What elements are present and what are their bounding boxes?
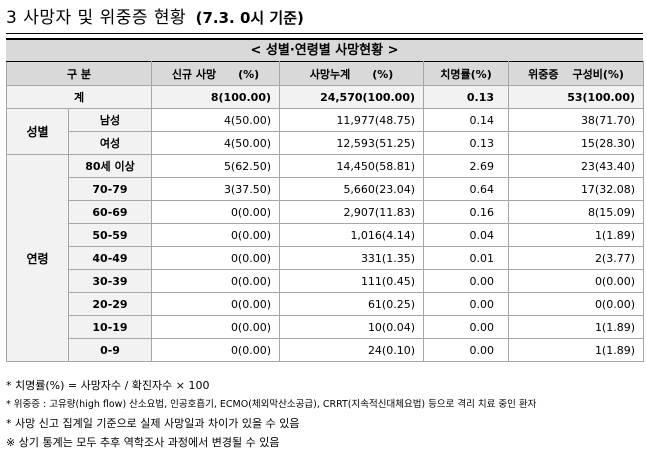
footnote-report-date: * 사망 신고 집계일 기준으로 실제 사망일과 차이가 있을 수 있음 [6, 417, 300, 430]
cell-critical: 1(1.89) [508, 223, 645, 247]
cell-new: 4(50.00) [151, 131, 281, 155]
section-heading: 3 사망자 및 위중증 현황 (7.3. 0시 기준) [6, 6, 304, 30]
cell-rate: 0.00 [423, 338, 510, 362]
table-row: 50-59 0(0.00) 1,016(4.14) 0.04 1(1.89) [7, 223, 645, 247]
table-row: 40-49 0(0.00) 331(1.35) 0.01 2(3.77) [7, 246, 645, 270]
cell-cum: 24(0.10) [279, 338, 425, 362]
row-label: 30-39 [67, 269, 153, 293]
table-row: 10-19 0(0.00) 10(0.04) 0.00 1(1.89) [7, 315, 645, 339]
cell-cum: 10(0.04) [279, 315, 425, 339]
footnote-subject-to-change: ※ 상기 통계는 모두 추후 역학조사 과정에서 변경될 수 있음 [6, 436, 280, 449]
cell-critical: 15(28.30) [508, 131, 645, 155]
age-group-label: 연령 [6, 154, 69, 362]
cell-rate: 0.16 [423, 200, 510, 224]
header-critical-label: 위중증 [528, 67, 559, 81]
cell-critical: 8(15.09) [508, 200, 645, 224]
cell-cum: 11,977(48.75) [279, 108, 425, 132]
cell-critical: 0(0.00) [508, 292, 645, 316]
row-label: 10-19 [67, 315, 153, 339]
header-cum-deaths-label: 사망누계 [309, 67, 351, 81]
cell-critical: 1(1.89) [508, 315, 645, 339]
cell-critical: 2(3.77) [508, 246, 645, 270]
total-label: 계 [5, 85, 153, 109]
header-new-deaths-label: 신규 사망 [171, 67, 217, 81]
table-row: 성별 남성 4(50.00) 11,977(48.75) 0.14 38(71.… [6, 108, 645, 155]
sex-group-label: 성별 [6, 108, 69, 155]
cell-new: 0(0.00) [151, 269, 281, 293]
cell-rate: 0.64 [423, 177, 510, 201]
header-critical-ratio: 구성비(%) [572, 67, 624, 81]
header-row: 구 분 신규 사망 (%) 사망누계 (%) 치명률(%) 위중증 구성비(%) [5, 61, 645, 86]
total-cum: 24,570(100.00) [279, 85, 425, 109]
table-title: < 성별·연령별 사망현황 > [6, 38, 643, 61]
cell-rate: 2.69 [423, 154, 510, 178]
cell-cum: 14,450(58.81) [279, 154, 425, 178]
header-fatality: 치명률(%) [423, 61, 510, 86]
cell-cum: 111(0.45) [279, 269, 425, 293]
cell-critical: 38(71.70) [508, 108, 645, 132]
cell-rate: 0.00 [423, 269, 510, 293]
cell-critical: 17(32.08) [508, 177, 645, 201]
row-label: 60-69 [67, 200, 153, 224]
row-label: 40-49 [67, 246, 153, 270]
row-label: 70-79 [67, 177, 153, 201]
footnotes: * 치명률(%) = 사망자수 / 확진자수 × 100 * 위중증 : 고유량… [6, 376, 643, 452]
table-row: 70-79 3(37.50) 5,660(23.04) 0.64 17(32.0… [7, 177, 645, 201]
cell-rate: 0.13 [423, 131, 510, 155]
header-cum-deaths: 사망누계 (%) [279, 61, 425, 86]
row-label: 여성 [67, 131, 153, 155]
cell-rate: 0.14 [423, 108, 510, 132]
row-label: 20-29 [67, 292, 153, 316]
cell-rate: 0.00 [423, 292, 510, 316]
cell-rate: 0.00 [423, 315, 510, 339]
cell-new: 0(0.00) [151, 246, 281, 270]
cell-cum: 1,016(4.14) [279, 223, 425, 247]
table-row: 0-9 0(0.00) 24(0.10) 0.00 1(1.89) [7, 338, 645, 362]
cell-new: 0(0.00) [151, 223, 281, 247]
cell-new: 5(62.50) [151, 154, 281, 178]
cell-cum: 61(0.25) [279, 292, 425, 316]
table-row: 연령 80세 이상 5(62.50) 14,450(58.81) 2.69 23… [6, 154, 645, 362]
header-gubun: 구 분 [5, 61, 153, 86]
header-new-deaths-unit: (%) [238, 67, 260, 81]
cell-new: 0(0.00) [151, 338, 281, 362]
footnote-critical: * 위중증 : 고유량(high flow) 산소요법, 인공호흡기, ECMO… [6, 399, 537, 410]
row-label: 80세 이상 [67, 154, 153, 178]
cell-rate: 0.01 [423, 246, 510, 270]
table-row: 30-39 0(0.00) 111(0.45) 0.00 0(0.00) [7, 269, 645, 293]
heading-divider [6, 33, 643, 34]
row-label: 남성 [67, 108, 153, 132]
section-title: 3 사망자 및 위중증 현황 [6, 8, 187, 28]
cell-cum: 5,660(23.04) [279, 177, 425, 201]
header-cum-deaths-unit: (%) [372, 67, 394, 81]
total-new: 8(100.00) [151, 85, 281, 109]
header-critical: 위중증 구성비(%) [508, 61, 645, 86]
cell-critical: 0(0.00) [508, 269, 645, 293]
footnote-fatality: * 치명률(%) = 사망자수 / 확진자수 × 100 [6, 379, 210, 392]
cell-rate: 0.04 [423, 223, 510, 247]
death-status-table: 구 분 신규 사망 (%) 사망누계 (%) 치명률(%) 위중증 구성비(%) 계 … [5, 61, 645, 362]
cell-cum: 331(1.35) [279, 246, 425, 270]
cell-new: 4(50.00) [151, 108, 281, 132]
table-row: 여성 4(50.00) 12,593(51.25) 0.13 15(28.30) [7, 131, 645, 155]
total-row: 계 8(100.00) 24,570(100.00) 0.13 53(100.0… [5, 85, 645, 109]
row-label: 50-59 [67, 223, 153, 247]
cell-cum: 2,907(11.83) [279, 200, 425, 224]
total-rate: 0.13 [423, 85, 510, 109]
cell-new: 0(0.00) [151, 292, 281, 316]
cell-critical: 23(43.40) [508, 154, 645, 178]
row-label: 0-9 [67, 338, 153, 362]
table-row: 60-69 0(0.00) 2,907(11.83) 0.16 8(15.09) [7, 200, 645, 224]
cell-new: 0(0.00) [151, 200, 281, 224]
cell-critical: 1(1.89) [508, 338, 645, 362]
table-row: 20-29 0(0.00) 61(0.25) 0.00 0(0.00) [7, 292, 645, 316]
cell-new: 3(37.50) [151, 177, 281, 201]
total-critical: 53(100.00) [508, 85, 645, 109]
reference-time: (7.3. 0시 기준) [195, 9, 304, 27]
cell-new: 0(0.00) [151, 315, 281, 339]
cell-cum: 12,593(51.25) [279, 131, 425, 155]
header-new-deaths: 신규 사망 (%) [151, 61, 281, 86]
